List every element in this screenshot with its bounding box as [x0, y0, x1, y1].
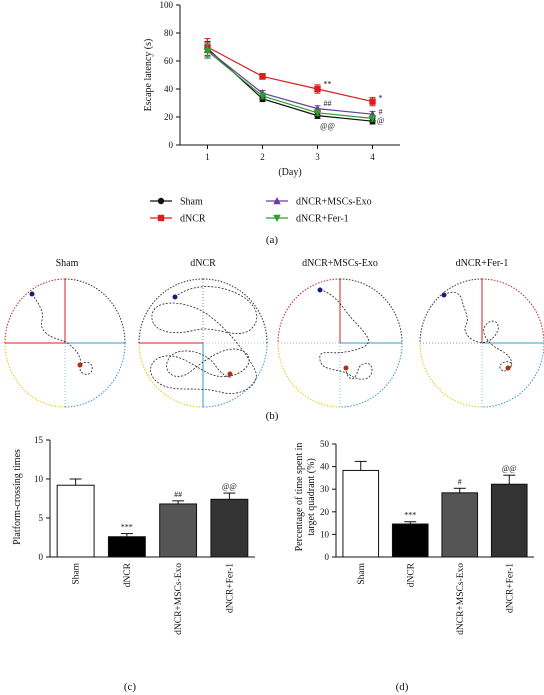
- y-tick-label: 20: [320, 507, 330, 517]
- series-line: [207, 47, 373, 122]
- y-tick-label: 20: [164, 112, 174, 122]
- series-line: [207, 49, 373, 115]
- axis-ylabel-escape: Escape latency (s): [143, 39, 154, 112]
- x-tick-label: dNCR+Fer-1: [505, 563, 515, 613]
- significance-mark: *: [379, 93, 383, 102]
- track-title-fer: dNCR+Fer-1: [456, 258, 509, 269]
- axis-ylabel-quadrant-2: target quadrant (%): [306, 458, 317, 536]
- significance-mark: ***: [121, 523, 133, 532]
- bar: [441, 492, 479, 558]
- track-title-sham: Sham: [56, 258, 79, 269]
- y-tick-label: 10: [34, 474, 44, 484]
- y-tick-label: 60: [164, 56, 174, 66]
- data-point: [369, 98, 376, 105]
- x-tick-label: 3: [315, 152, 320, 162]
- track-title-dncr: dNCR: [190, 258, 216, 269]
- x-tick-label: dNCR: [123, 562, 133, 587]
- axis-ylabel-quadrant-1: Percentage of time spent in: [294, 443, 305, 552]
- y-tick-label: 0: [169, 140, 174, 150]
- x-tick-label: dNCR: [406, 562, 416, 587]
- bar: [210, 498, 249, 558]
- panel-label-d: (d): [396, 681, 409, 693]
- x-tick-label: 4: [370, 152, 375, 162]
- significance-mark: ##: [324, 99, 332, 108]
- legend-label: dNCR+MSCs-Exo: [296, 197, 372, 208]
- pool-sham: [4, 278, 126, 408]
- x-tick-label: dNCR+MSCs-Exo: [456, 563, 466, 635]
- panel-label-a: (a): [266, 234, 279, 246]
- pool-exo: [277, 278, 403, 408]
- axis-xlabel-day: (Day): [278, 167, 301, 178]
- bar: [342, 469, 380, 558]
- data-point: [368, 115, 377, 123]
- legend-marker: [157, 214, 165, 222]
- x-tick-label: 2: [260, 152, 265, 162]
- y-tick-label: 15: [34, 435, 44, 445]
- bar: [56, 484, 95, 558]
- bar: [107, 536, 146, 558]
- y-tick-label: 10: [320, 529, 330, 539]
- significance-mark: #: [379, 107, 383, 116]
- data-point: [259, 73, 266, 80]
- y-tick-label: 5: [39, 513, 44, 523]
- x-tick-label: dNCR+Fer-1: [225, 563, 235, 613]
- series-line: [207, 46, 373, 103]
- y-tick-label: 40: [320, 462, 330, 472]
- y-tick-label: 0: [39, 552, 44, 562]
- y-tick-label: 80: [164, 28, 174, 38]
- significance-mark: ***: [404, 511, 416, 520]
- y-tick-label: 30: [320, 484, 330, 494]
- y-tick-label: 40: [164, 84, 174, 94]
- panel-label-b: (b): [266, 410, 279, 422]
- series-line: [207, 50, 373, 119]
- legend-label: dNCR: [180, 214, 206, 225]
- significance-mark: ##: [174, 490, 182, 499]
- significance-mark: @@: [222, 482, 237, 491]
- swim-tracks: Sham dNCR dNCR+MSCs-Exo dNCR+Fer-1: [4, 258, 544, 408]
- legend-marker: [273, 197, 281, 205]
- panel-label-c: (c): [124, 681, 137, 693]
- significance-mark: **: [324, 79, 332, 88]
- significance-mark: @@: [502, 464, 517, 473]
- data-point: [314, 85, 321, 93]
- x-tick-label: dNCR+MSCs-Exo: [174, 563, 184, 635]
- y-tick-label: 100: [160, 0, 174, 10]
- x-tick-label: Sham: [357, 562, 367, 584]
- chart-a-legend: Sham dNCR dNCR+MSCs-Exo dNCR+Fer-1: [150, 197, 372, 225]
- platform-crossing-chart: Platform-crossing times 0 5 10 15 Sham *** dNC…: [12, 435, 255, 635]
- data-point: [313, 109, 322, 117]
- escape-latency-chart: Escape latency (s) (Day) 0 20 40 60 80 100 1 2 3…: [143, 0, 400, 178]
- bar: [490, 483, 528, 558]
- axis-ylabel-crossing: Platform-crossing times: [12, 449, 23, 545]
- x-tick-label: Sham: [72, 562, 82, 584]
- bar: [391, 523, 429, 558]
- legend-label: dNCR+Fer-1: [296, 214, 349, 225]
- target-quadrant-chart: Percentage of time spent in target quadr…: [294, 439, 534, 635]
- legend-label: Sham: [180, 197, 203, 208]
- significance-mark: #: [458, 477, 462, 486]
- x-tick-label: 1: [205, 152, 210, 162]
- significance-mark: @: [377, 116, 384, 125]
- y-tick-label: 0: [325, 552, 330, 562]
- legend-marker: [273, 214, 281, 222]
- legend-marker: [157, 197, 165, 205]
- pool-fer: [419, 278, 544, 408]
- data-point: [203, 48, 212, 56]
- bar: [159, 503, 198, 558]
- pool-dncr: [138, 278, 268, 408]
- data-point: [258, 92, 267, 100]
- significance-mark: @@: [320, 121, 335, 130]
- track-title-exo: dNCR+MSCs-Exo: [302, 258, 378, 269]
- y-tick-label: 50: [320, 439, 330, 449]
